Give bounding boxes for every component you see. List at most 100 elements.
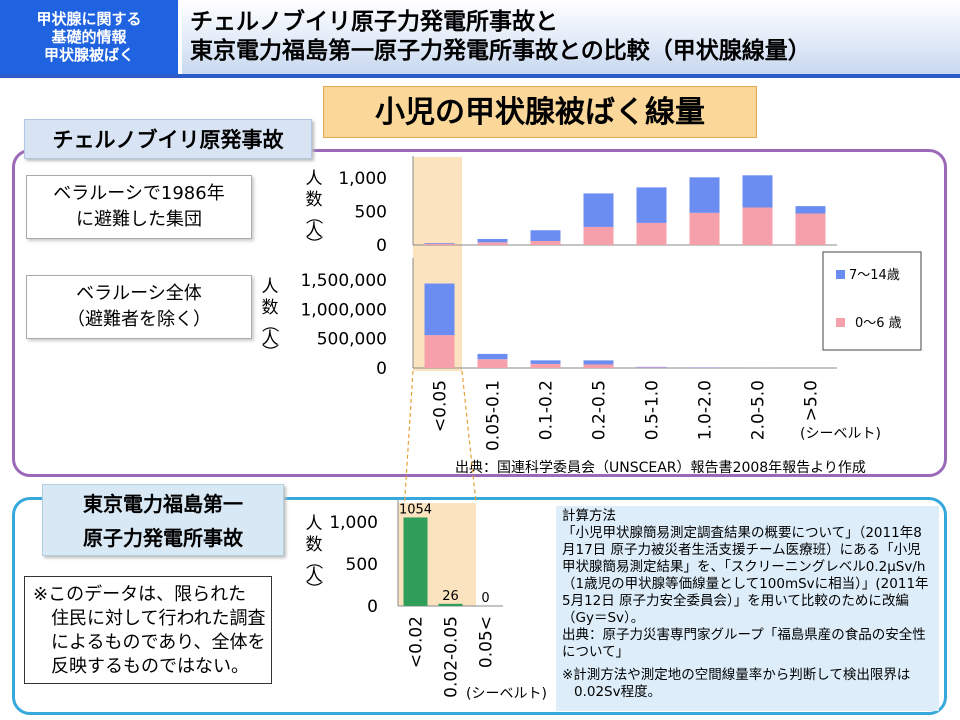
evac-bar-age7-14: [424, 242, 455, 244]
page-title-line-1: チェルノブイリ原子力発電所事故と: [190, 9, 558, 35]
group-box-belarus: ベラルーシ全体 （避難者を除く）: [26, 275, 252, 339]
fuk-data-label: 0: [481, 591, 489, 606]
ylabel2-char-3: （: [259, 316, 279, 333]
chart-evacuees-ylabel: 人 数 （ 人 ）: [303, 169, 323, 253]
bel-bar-age0-6: [583, 364, 614, 368]
evac-bar-age7-14: [795, 206, 826, 214]
ylabel1-char-4: 人: [306, 221, 323, 241]
bel-bar-age0-6: [636, 367, 667, 368]
note-line-2: 住民に対して行われた調査: [33, 608, 266, 629]
bel-y-tick-label: 1,000,000: [300, 300, 387, 320]
bel-bar-age7-14: [477, 353, 508, 360]
badge-line-1: 甲状腺に関する: [36, 10, 142, 28]
fukushima-label: 東京電力福島第一 原子力発電所事故: [42, 484, 284, 556]
ylabel2-char-2: 数: [262, 298, 279, 318]
bel-x-tick-label: 2.0-5.0: [749, 380, 769, 440]
page-title-line-2: 東京電力福島第一原子力発電所事故との比較（甲状腺線量）: [190, 38, 811, 64]
badge-line-3: 甲状腺被ばく: [43, 46, 134, 64]
bel-y-tick-label: 500,000: [317, 330, 387, 350]
main-title: 小児の甲状腺被ばく線量: [323, 86, 757, 138]
evac-y-tick-label: 1,000: [338, 169, 387, 189]
evac-bar-age0-6: [689, 212, 720, 245]
fukushima-unit-label: (シーベルト): [466, 686, 547, 702]
chart-fukushima: 1,000 500 0 1054 <0.02 26 0.02-0.05 0 0.05<: [329, 500, 503, 698]
evac-bar-age0-6: [477, 242, 508, 245]
chart-legend: 7～14歳 0～6 歳: [822, 251, 922, 351]
evac-bar-age0-6: [742, 207, 773, 245]
bel-x-tick-label: >5.0: [802, 380, 822, 421]
bel-bar-age7-14: [530, 360, 561, 364]
legend-swatch-younger: [836, 318, 845, 327]
bel-y-tick-label: 0: [376, 359, 387, 379]
chart-fukushima-ylabel: 人 数 （ 人 ）: [303, 514, 323, 598]
fuk-x-tick-label: 0.05<: [477, 616, 497, 668]
bel-bar-age7-14: [583, 360, 614, 365]
chart-evacuees: 1,000 500 0: [338, 156, 837, 256]
fuk-x-tick-label: <0.02: [407, 616, 427, 668]
evac-bar-age0-6: [636, 222, 667, 245]
evac-bar-age7-14: [477, 238, 508, 243]
bel-x-tick-label: 0.2-0.5: [590, 380, 610, 440]
chernobyl-unit-label: (シーベルト): [800, 426, 881, 442]
bel-bar-age0-6: [424, 335, 455, 368]
chernobyl-source: 出典：国連科学委員会（UNSCEAR）報告書2008年報告より作成: [455, 460, 866, 476]
fuk-data-label: 26: [442, 589, 459, 604]
evac-bar-age0-6: [424, 243, 455, 245]
ylabel2-char-4: 人: [262, 329, 279, 349]
calc-heading: 計算方法: [562, 508, 616, 524]
legend-label-older: 7～14歳: [849, 268, 900, 283]
ylabel3-char-4: 人: [306, 566, 323, 586]
header-divider: [0, 74, 960, 78]
evac-bar-age7-14: [583, 193, 614, 227]
bel-bar-age7-14: [636, 366, 667, 368]
legend-label-younger: 0～6 歳: [855, 316, 902, 331]
data-caveat-note: ※このデータは、限られた 住民に対して行われた調査 によるものであり、全体を 反…: [24, 576, 272, 684]
ylabel1-char-5: ）: [303, 236, 323, 253]
chernobyl-label: チェルノブイリ原発事故: [24, 119, 312, 159]
evac-bar-age7-14: [689, 177, 720, 213]
bel-y-tick-label: 1,500,000: [300, 271, 387, 291]
bel-bar-age0-6: [477, 359, 508, 368]
evac-bar-age7-14: [530, 230, 561, 241]
group-box-evacuees: ベラルーシで1986年 に避難した集団: [26, 175, 252, 239]
note-line-1: ※このデータは、限られた: [33, 584, 247, 605]
ylabel3-char-1: 人: [306, 514, 323, 534]
evac-bar-age7-14: [636, 187, 667, 223]
bel-x-tick-label: 1.0-2.0: [696, 380, 716, 440]
fuk-y-tick-label: 500: [346, 555, 378, 575]
evac-bar-age0-6: [795, 213, 826, 245]
fukushima-label-line-2: 原子力発電所事故: [83, 526, 243, 550]
group-evacuees-line-1: ベラルーシで1986年: [53, 183, 225, 204]
legend-swatch-older: [836, 270, 845, 279]
calculation-method-box: 計算方法 「小児甲状腺簡易測定調査結果の概要について」（2011年8月17日 原…: [556, 506, 939, 711]
evac-bar-age0-6: [530, 240, 561, 245]
badge-line-2: 基礎的情報: [51, 28, 127, 46]
group-evacuees-line-2: に避難した集団: [76, 209, 202, 230]
ylabel3-char-3: （: [303, 553, 323, 570]
fuk-y-tick-label: 0: [367, 597, 378, 617]
calc-source: 出典：原子力災害専門家グループ「福島県産の食品の安全性について」: [562, 627, 926, 660]
evac-bar-age7-14: [742, 175, 773, 208]
bel-x-tick-label: 0.5-1.0: [643, 380, 663, 440]
group-belarus-line-1: ベラルーシ全体: [76, 283, 202, 304]
fuk-bar: [403, 517, 428, 606]
page-title: チェルノブイリ原子力発電所事故と 東京電力福島第一原子力発電所事故との比較（甲状…: [182, 0, 960, 74]
fuk-x-tick-label: 0.02-0.05: [442, 616, 462, 698]
chart-belarus: 1,500,000 1,000,000 500,000 0 <0.05 0.05-0.1 0…: [300, 258, 837, 451]
calc-detection-note: ※計測方法や測定地の空間線量率から判断して検出限界は0.02Sv程度。: [562, 667, 911, 700]
note-line-3: によるものであり、全体を: [33, 632, 266, 653]
ylabel1-char-1: 人: [306, 169, 323, 189]
ylabel2-char-5: ）: [259, 344, 279, 361]
ylabel3-char-2: 数: [306, 535, 323, 555]
legend-frame: [822, 251, 922, 351]
evac-bar-age0-6: [583, 226, 614, 245]
fuk-bar: [438, 603, 463, 606]
calc-description: 「小児甲状腺簡易測定調査結果の概要について」（2011年8月17日 原子力被災者…: [562, 525, 929, 626]
fuk-data-label: 1054: [399, 502, 432, 517]
evac-y-tick-label: 500: [355, 203, 387, 223]
bel-x-tick-label: 0.1-0.2: [537, 380, 557, 440]
bel-x-tick-label: 0.05-0.1: [484, 380, 504, 451]
fuk-y-tick-label: 1,000: [329, 513, 378, 533]
bel-bar-age0-6: [530, 363, 561, 368]
